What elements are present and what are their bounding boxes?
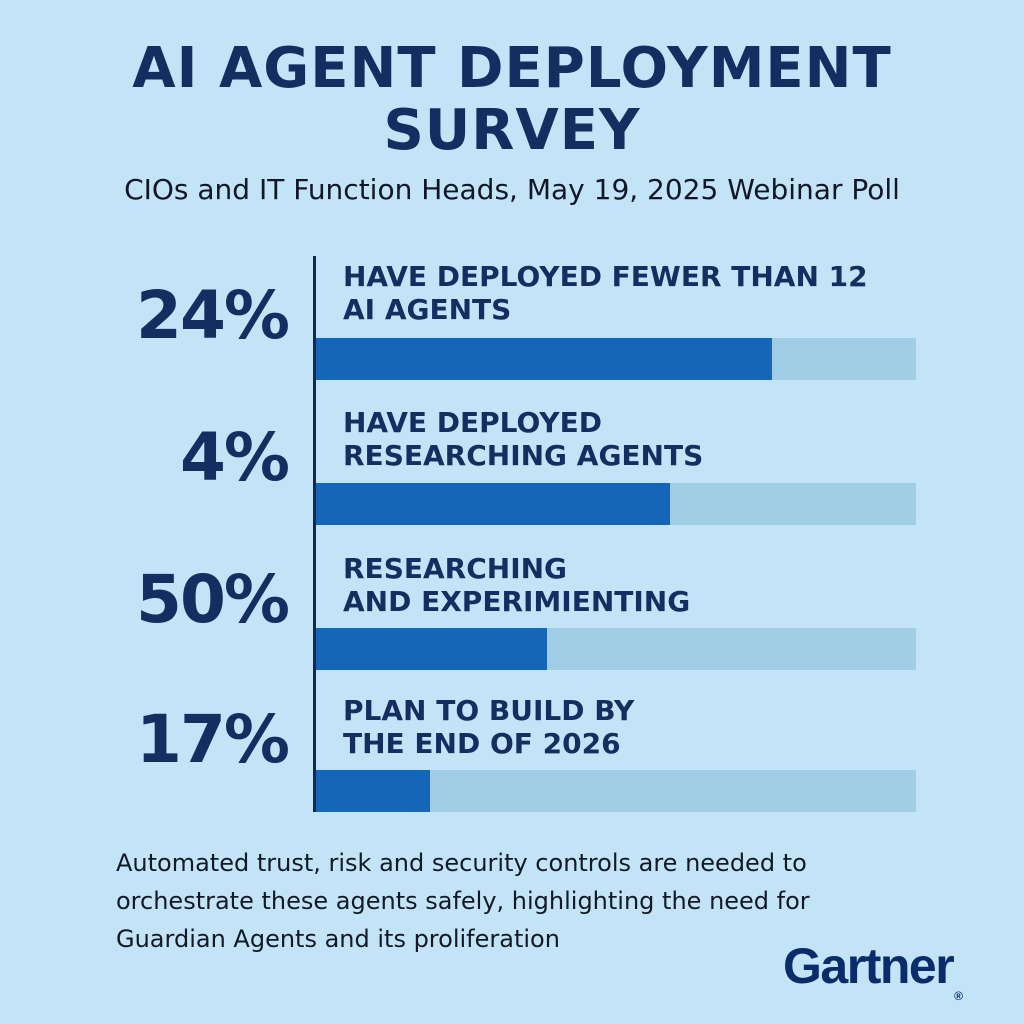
footnote-line-3: Guardian Agents and its proliferation [116,925,560,953]
bar [316,338,772,380]
bar [316,483,670,525]
footnote-line-2: orchestrate these agents safely, highlig… [116,887,810,915]
chart-subtitle: CIOs and IT Function Heads, May 19, 2025… [124,173,900,206]
category-label-line: RESEARCHING AGENTS [343,439,704,472]
chart-title-line-1: AI AGENT DEPLOYMENT [132,36,892,101]
category-label-line: THE END OF 2026 [343,727,621,760]
category-label: HAVE DEPLOYED RESEARCHING AGENTS [343,406,943,472]
bar-track [316,483,916,525]
chart-title: AI AGENT DEPLOYMENT SURVEY [40,38,984,162]
bar-track [316,628,916,670]
gartner-logo: Gartner® [783,938,963,1003]
category-label: RESEARCHING AND EXPERIMIENTING [343,552,943,618]
bar [316,770,430,812]
category-label-line: HAVE DEPLOYED [343,406,602,439]
value-label: 4% [179,419,290,496]
category-label-line: PLAN TO BUILD BY [343,694,635,727]
chart-title-line-2: SURVEY [383,98,641,163]
category-label: HAVE DEPLOYED FEWER THAN 12 AI AGENTS [343,260,943,326]
footnote: Automated trust, risk and security contr… [116,844,936,958]
category-label-line: AI AGENTS [343,293,512,326]
category-label-line: AND EXPERIMIENTING [343,585,691,618]
category-label-line: HAVE DEPLOYED FEWER THAN 12 [343,260,868,293]
logo-text: Gartner [783,938,955,994]
chart-axis-line [313,256,316,812]
footnote-line-1: Automated trust, risk and security contr… [116,849,807,877]
value-label: 24% [136,277,290,354]
category-label-line: RESEARCHING [343,552,568,585]
registered-mark: ® [954,989,963,1003]
bar-track [316,338,916,380]
category-label: PLAN TO BUILD BY THE END OF 2026 [343,694,943,760]
bar-track [316,770,916,812]
value-label: 50% [136,561,290,638]
bar [316,628,547,670]
value-label: 17% [136,701,290,778]
